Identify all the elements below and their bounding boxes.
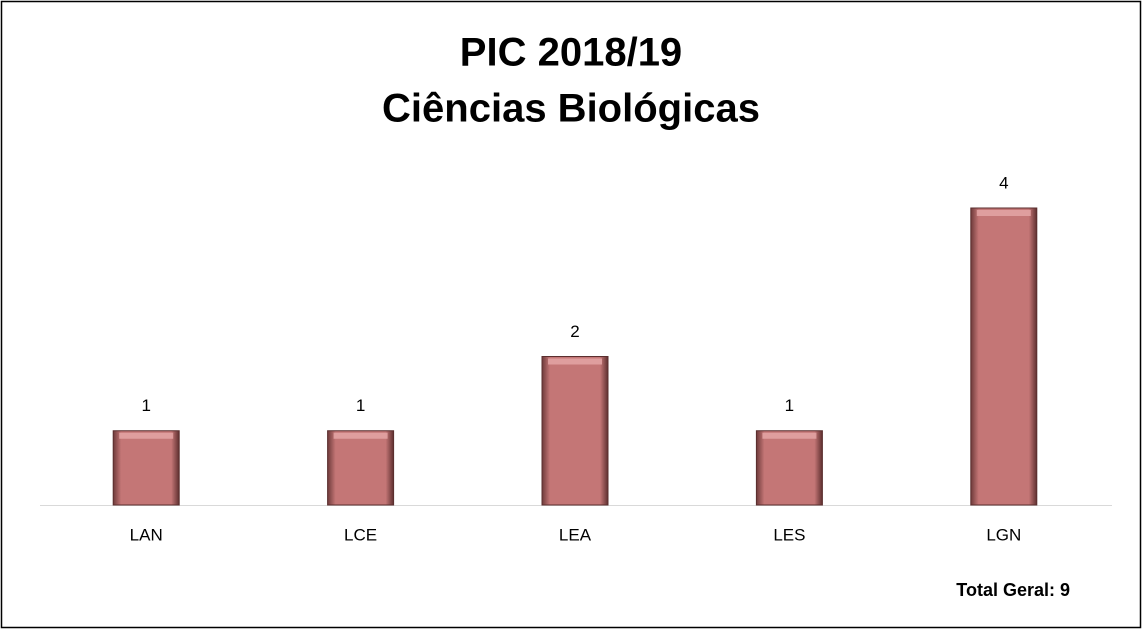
bar-highlight (762, 432, 817, 439)
x-tick-label: LGN (986, 525, 1021, 544)
bar-highlight (333, 432, 388, 439)
bar-highlight (119, 432, 174, 439)
bar-highlight (976, 210, 1031, 216)
bar (112, 430, 180, 506)
data-label: 1 (785, 396, 794, 415)
data-label: 4 (999, 173, 1008, 192)
annotation: Total Geral: 9 (956, 580, 1070, 600)
chart-title: PIC 2018/19 (460, 31, 682, 75)
data-label: 1 (141, 396, 150, 415)
bar-highlight (548, 358, 602, 365)
data-label: 1 (356, 396, 365, 415)
data-label: 2 (570, 322, 579, 341)
bar (541, 356, 609, 506)
bar (327, 430, 395, 506)
x-tick-label: LAN (130, 525, 163, 544)
chart-subtitle: Ciências Biológicas (382, 87, 760, 131)
x-tick-label: LEA (559, 525, 592, 544)
x-tick-label: LCE (344, 525, 377, 544)
bar (970, 207, 1038, 506)
bar (755, 430, 823, 506)
x-tick-label: LES (773, 525, 805, 544)
